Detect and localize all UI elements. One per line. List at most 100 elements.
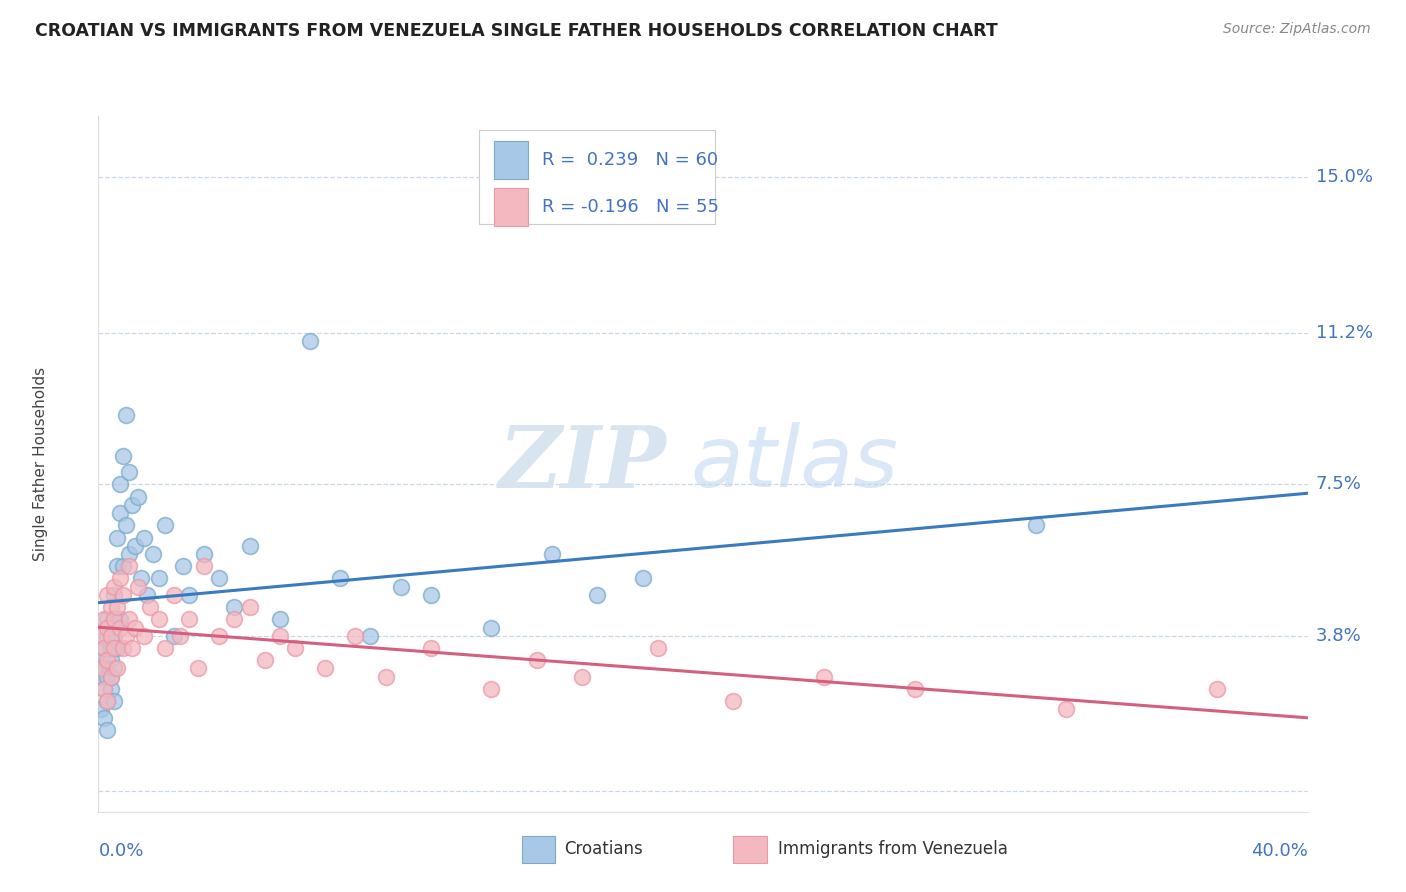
Bar <box>734 836 768 863</box>
Point <box>103 588 125 602</box>
Text: 11.2%: 11.2% <box>1316 324 1374 342</box>
Point <box>118 465 141 479</box>
Point <box>153 518 176 533</box>
Text: 3.8%: 3.8% <box>1316 627 1361 645</box>
Point <box>100 600 122 615</box>
Point <box>127 580 149 594</box>
Point <box>105 559 128 574</box>
Point <box>93 681 115 696</box>
Point <box>526 653 548 667</box>
Point <box>111 559 134 574</box>
Point <box>114 629 136 643</box>
Point <box>124 539 146 553</box>
Text: R = -0.196   N = 55: R = -0.196 N = 55 <box>543 198 720 216</box>
Point <box>100 670 122 684</box>
Point <box>314 661 336 675</box>
Point <box>132 629 155 643</box>
Point <box>96 694 118 708</box>
Point <box>193 559 215 574</box>
Point <box>103 580 125 594</box>
Point <box>108 612 131 626</box>
Text: Single Father Households: Single Father Households <box>32 367 48 561</box>
Point <box>1024 518 1046 533</box>
Text: atlas: atlas <box>690 422 898 506</box>
Point <box>118 612 141 626</box>
FancyBboxPatch shape <box>479 130 716 224</box>
Point <box>389 580 412 594</box>
Point <box>571 670 593 684</box>
Point <box>90 661 112 675</box>
Point <box>647 640 669 655</box>
Text: 7.5%: 7.5% <box>1316 475 1362 493</box>
Point <box>111 640 134 655</box>
Point <box>96 653 118 667</box>
Point <box>419 588 441 602</box>
Point <box>163 588 186 602</box>
Point <box>103 629 125 643</box>
Point <box>177 612 201 626</box>
Point <box>208 571 231 585</box>
Point <box>111 449 134 463</box>
Point <box>142 547 165 561</box>
Point <box>148 612 170 626</box>
Point <box>93 640 115 655</box>
Point <box>96 588 118 602</box>
Point <box>103 640 125 655</box>
Point <box>96 629 118 643</box>
Point <box>299 334 322 348</box>
Text: Source: ZipAtlas.com: Source: ZipAtlas.com <box>1223 22 1371 37</box>
Point <box>153 640 176 655</box>
Point <box>100 629 122 643</box>
Point <box>114 518 136 533</box>
Point <box>121 640 143 655</box>
Point <box>96 670 118 684</box>
Text: R =  0.239   N = 60: R = 0.239 N = 60 <box>543 151 718 169</box>
Point <box>114 408 136 422</box>
Point <box>631 571 654 585</box>
Point <box>329 571 352 585</box>
Text: Immigrants from Venezuela: Immigrants from Venezuela <box>778 840 1008 858</box>
Text: ZIP: ZIP <box>499 422 666 506</box>
Point <box>224 600 246 615</box>
Point <box>904 681 927 696</box>
Point <box>96 612 118 626</box>
Text: CROATIAN VS IMMIGRANTS FROM VENEZUELA SINGLE FATHER HOUSEHOLDS CORRELATION CHART: CROATIAN VS IMMIGRANTS FROM VENEZUELA SI… <box>35 22 998 40</box>
Point <box>93 612 115 626</box>
Point <box>721 694 744 708</box>
Point <box>105 600 128 615</box>
Bar <box>494 187 527 226</box>
Point <box>163 629 186 643</box>
Point <box>100 681 122 696</box>
Point <box>108 621 131 635</box>
Point <box>124 621 146 635</box>
Point <box>105 640 128 655</box>
Point <box>419 640 441 655</box>
Bar <box>522 836 555 863</box>
Point <box>177 588 201 602</box>
Point <box>1206 681 1229 696</box>
Point <box>239 600 262 615</box>
Point <box>224 612 246 626</box>
Point <box>118 559 141 574</box>
Point <box>129 571 152 585</box>
Text: 0.0%: 0.0% <box>98 842 143 860</box>
Point <box>100 653 122 667</box>
Point <box>96 694 118 708</box>
Point <box>90 702 112 716</box>
Point <box>540 547 562 561</box>
Point <box>103 694 125 708</box>
Point <box>172 559 194 574</box>
Point <box>127 490 149 504</box>
Point <box>96 723 118 737</box>
Point <box>481 621 503 635</box>
Point <box>135 588 157 602</box>
Point <box>100 640 122 655</box>
Point <box>344 629 367 643</box>
Point <box>208 629 231 643</box>
Point <box>90 653 112 667</box>
Point <box>93 710 115 724</box>
Point <box>118 547 141 561</box>
Point <box>193 547 215 561</box>
Point <box>360 629 382 643</box>
Point <box>105 531 128 545</box>
